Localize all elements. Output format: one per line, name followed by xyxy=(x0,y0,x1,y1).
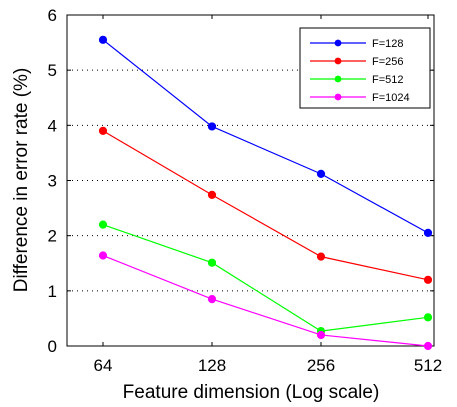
x-tick-label: 128 xyxy=(198,356,226,375)
legend-label: F=128 xyxy=(372,38,404,50)
data-point xyxy=(98,126,108,135)
series-F=1024 xyxy=(98,251,433,351)
data-point xyxy=(98,220,108,229)
legend-label: F=256 xyxy=(372,56,404,68)
legend-swatch-marker xyxy=(334,39,342,47)
legend: F=128 F=256 F=512 F=1024 xyxy=(299,27,431,109)
y-tick-label: 1 xyxy=(48,282,57,301)
y-tick-label: 0 xyxy=(48,337,57,356)
data-point xyxy=(207,122,217,131)
legend-item: F=1024 xyxy=(310,92,410,104)
data-point xyxy=(98,251,108,260)
y-tick-label: 6 xyxy=(48,6,57,25)
series-line xyxy=(102,224,429,332)
series-group xyxy=(98,35,433,351)
data-point xyxy=(316,169,326,178)
series-F=128 xyxy=(98,35,433,238)
legend-box xyxy=(299,27,431,109)
legend-swatch-marker xyxy=(334,57,342,65)
legend-swatch-marker xyxy=(334,75,342,83)
series-line xyxy=(102,39,429,234)
legend-label: F=1024 xyxy=(372,92,410,104)
y-axis-title: Difference in error rate (%) xyxy=(11,68,32,293)
data-point xyxy=(423,313,433,322)
data-point xyxy=(423,275,433,284)
x-tick-label: 64 xyxy=(94,356,113,375)
data-point xyxy=(207,295,217,304)
x-tick-label: 256 xyxy=(307,356,335,375)
y-tick-label: 4 xyxy=(48,116,57,135)
x-tick-label: 512 xyxy=(414,356,442,375)
data-point xyxy=(316,330,326,340)
data-point xyxy=(423,341,433,351)
y-tick-label: 3 xyxy=(48,172,57,191)
legend-item: F=512 xyxy=(310,74,404,86)
legend-item: F=128 xyxy=(310,38,404,50)
legend-item: F=256 xyxy=(310,56,404,68)
y-tick-label: 2 xyxy=(48,227,57,246)
data-point xyxy=(207,258,217,267)
series-line xyxy=(102,130,429,281)
y-tick-label: 5 xyxy=(48,61,57,80)
legend-swatch-marker xyxy=(334,93,342,101)
series-F=256 xyxy=(98,126,433,284)
series-line xyxy=(102,254,429,347)
data-point xyxy=(98,35,108,44)
x-axis-title: Feature dimension (Log scale) xyxy=(123,382,380,403)
data-point xyxy=(207,190,217,199)
legend-label: F=512 xyxy=(372,74,404,86)
data-point xyxy=(423,228,433,238)
data-point xyxy=(316,252,326,261)
